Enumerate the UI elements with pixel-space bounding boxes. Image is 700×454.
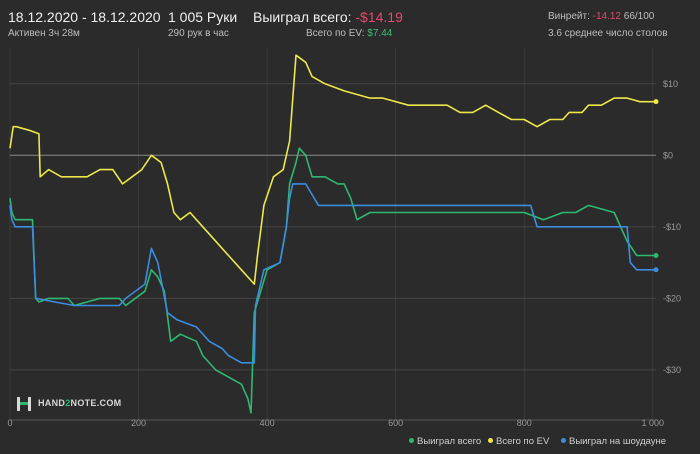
legend-label-showdown: Выиграл на шоудауне [569, 436, 667, 447]
summary-header: 18.12.2020 - 18.12.2020 Активен 3ч 28м 1… [0, 0, 700, 44]
legend-dot-won [409, 438, 414, 443]
ev-total: Всего по EV: $7.44 [306, 28, 392, 39]
x-tick-label: 400 [260, 418, 275, 428]
won-total-value: -$14.19 [355, 9, 403, 25]
ev-total-value: $7.44 [367, 28, 393, 39]
chart-legend: Выиграл всего Всего по EV Выиграл на шоу… [0, 436, 700, 452]
legend-dot-showdown [561, 438, 566, 443]
winrate-label: Винрейт: [548, 11, 590, 22]
x-tick-label: 200 [131, 418, 146, 428]
winrate-count: 66/100 [623, 11, 655, 22]
y-axis: $10 $0 -$10 -$20 -$30 [663, 79, 681, 375]
active-duration: Активен 3ч 28м [8, 28, 80, 39]
legend-label-won: Выиграл всего [417, 436, 482, 447]
y-tick-label: -$20 [663, 293, 681, 303]
legend-item-showdown[interactable]: Выиграл на шоудауне [561, 436, 666, 447]
series-end-point-0 [653, 252, 659, 258]
y-tick-label: $0 [663, 150, 673, 160]
ev-total-label: Всего по EV: [306, 28, 365, 39]
y-tick-label: -$30 [663, 365, 681, 375]
hand2note-logo-icon [17, 397, 31, 411]
series-line-1 [9, 54, 656, 285]
x-tick-label: 600 [388, 418, 403, 428]
series-end-point-1 [653, 99, 659, 105]
chart-grid [9, 48, 656, 421]
date-range: 18.12.2020 - 18.12.2020 [8, 9, 161, 25]
y-tick-label: $10 [663, 79, 678, 89]
hands-count: 1 005 Руки [168, 9, 238, 25]
x-tick-label: 1 000 [642, 418, 665, 428]
winrate: Винрейт: -14.12 66/100 [548, 11, 654, 22]
profit-chart: 0 200 400 600 800 1 000 $10 $0 -$10 -$20 -$30 [7, 48, 681, 428]
won-total: Выиграл всего: -$14.19 [253, 9, 403, 25]
legend-dot-ev [488, 438, 493, 443]
won-total-label: Выиграл всего: [253, 9, 352, 25]
hand2note-logo-text: HAND2NOTE.COM [38, 398, 122, 408]
y-tick-label: -$10 [663, 222, 681, 232]
series-line-2 [9, 183, 656, 364]
x-tick-label: 0 [7, 418, 12, 428]
legend-item-ev[interactable]: Всего по EV [488, 436, 549, 447]
legend-label-ev: Всего по EV [496, 436, 550, 447]
series-end-point-2 [653, 267, 659, 273]
series-line-0 [9, 147, 656, 414]
x-axis: 0 200 400 600 800 1 000 [7, 418, 664, 428]
chart-series [9, 54, 659, 414]
hands-per-hour: 290 рук в час [168, 28, 229, 39]
x-tick-label: 800 [517, 418, 532, 428]
average-tables: 3.6 среднее число столов [548, 28, 668, 39]
winrate-value: -14.12 [592, 11, 621, 22]
legend-item-won[interactable]: Выиграл всего [409, 436, 481, 447]
